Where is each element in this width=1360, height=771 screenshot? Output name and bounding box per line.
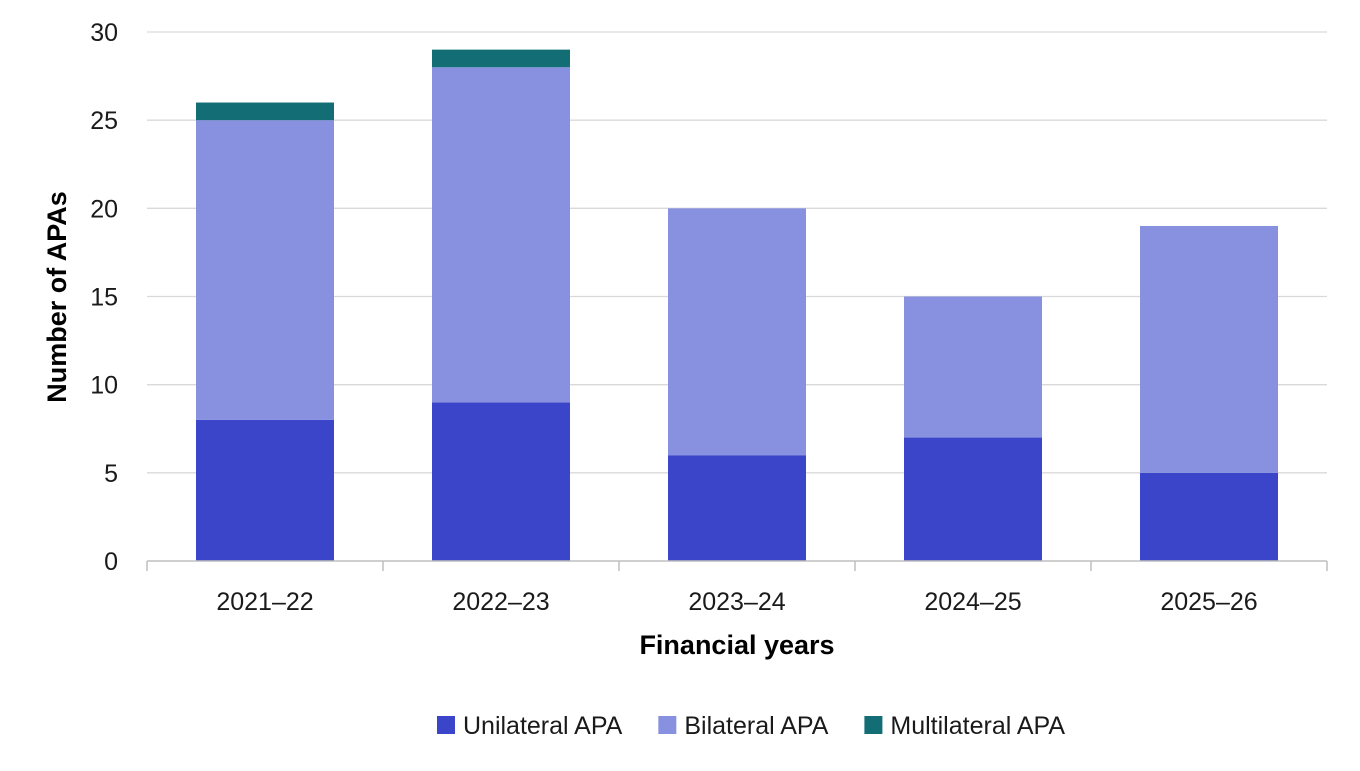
bar-segment-unilateral-apa <box>432 402 570 561</box>
y-tick-label: 0 <box>104 548 118 576</box>
y-tick-label: 5 <box>104 460 118 488</box>
axes: 0 5 10 15 20 25 30 2021–22 2022–23 2023–24 2024–25… <box>90 19 1328 616</box>
legend-item: Bilateral APA <box>658 712 829 740</box>
y-axis-title: Number of APAs <box>42 191 72 403</box>
x-tick-label: 2023–24 <box>688 588 785 616</box>
legend-label: Bilateral APA <box>684 712 828 740</box>
bar-segment-unilateral-apa <box>1140 472 1278 561</box>
x-tick-label: 2025–26 <box>1160 588 1257 616</box>
x-tick-label: 2021–22 <box>216 588 313 616</box>
legend-swatch <box>658 716 677 734</box>
legend-swatch <box>436 716 455 734</box>
x-axis-title: Financial years <box>639 630 834 660</box>
legend-item: Multilateral APA <box>864 712 1065 740</box>
bar-segment-unilateral-apa <box>668 455 806 561</box>
bar-segment-unilateral-apa <box>196 419 334 561</box>
legend: Unilateral APA Bilateral APA Multilateral … <box>436 712 1065 740</box>
bar-segment-bilateral-apa <box>904 296 1042 438</box>
bar-segment-unilateral-apa <box>904 437 1042 561</box>
y-tick-label: 10 <box>90 372 118 400</box>
legend-swatch <box>864 716 883 734</box>
x-tick-label: 2022–23 <box>452 588 549 616</box>
legend-label: Unilateral APA <box>463 712 623 740</box>
y-tick-label: 20 <box>90 195 118 223</box>
legend-label: Multilateral APA <box>890 712 1065 740</box>
y-tick-label: 15 <box>90 284 118 312</box>
bar-segment-multilateral-apa <box>196 102 334 121</box>
bar-segment-multilateral-apa <box>432 49 570 68</box>
legend-item: Unilateral APA <box>436 712 623 740</box>
y-tick-label: 25 <box>90 107 118 135</box>
x-tick-label: 2024–25 <box>924 588 1021 616</box>
bar-segment-bilateral-apa <box>196 120 334 420</box>
y-tick-label: 30 <box>90 19 118 47</box>
bar-segment-bilateral-apa <box>432 67 570 403</box>
bars <box>196 49 1278 561</box>
bar-segment-bilateral-apa <box>1140 225 1278 473</box>
bar-segment-bilateral-apa <box>668 208 806 456</box>
